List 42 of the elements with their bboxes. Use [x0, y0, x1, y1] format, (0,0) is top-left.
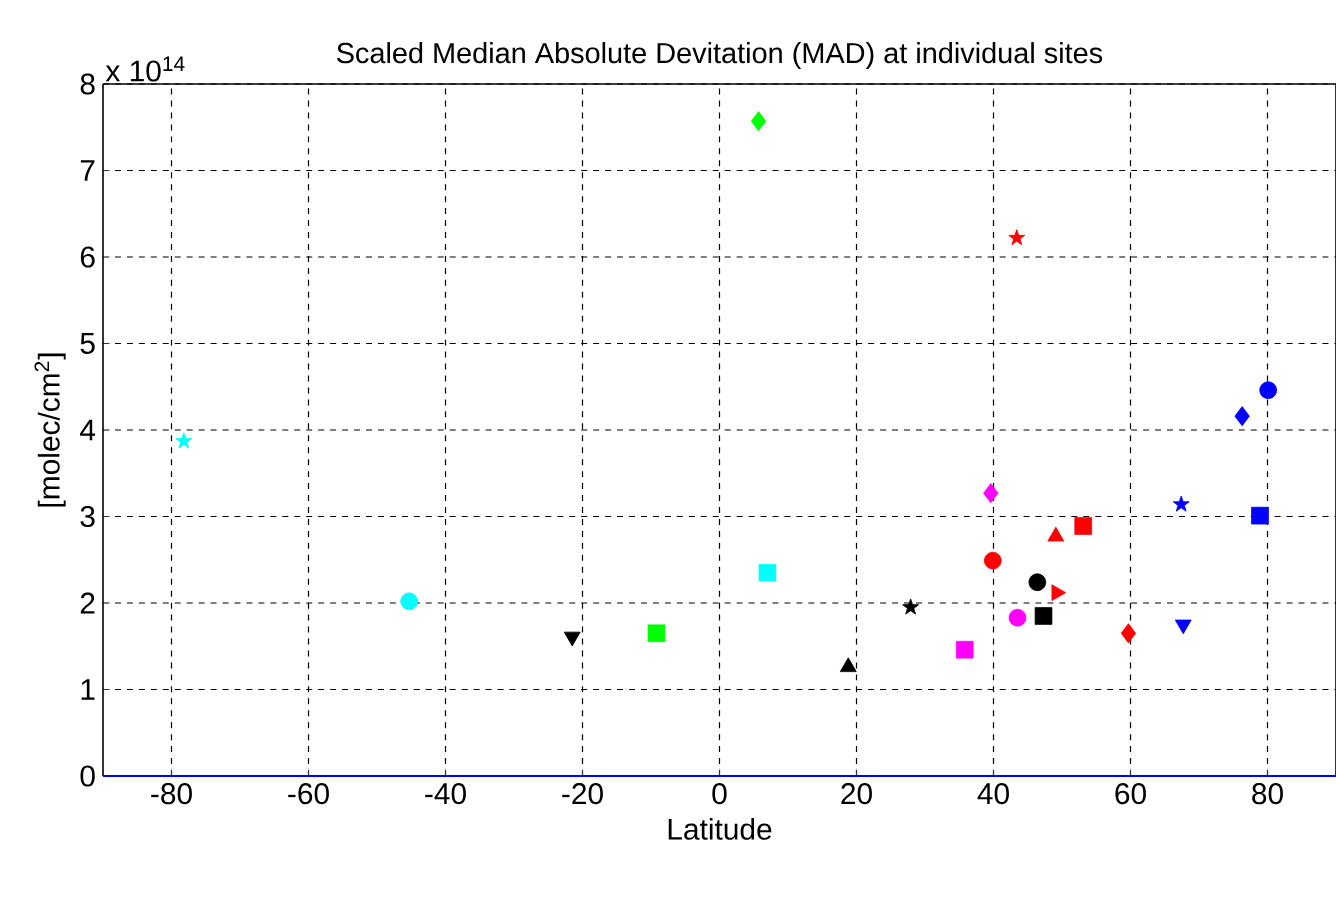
point: [400, 592, 418, 611]
y-tick-label: 5: [80, 333, 95, 354]
point: [1251, 506, 1269, 525]
point: [839, 657, 857, 673]
point: [1028, 573, 1047, 592]
point: [1120, 623, 1137, 644]
x-tick-label: -60: [288, 783, 329, 805]
point: [984, 551, 1002, 570]
point: [902, 598, 919, 615]
x-tick-label: 60: [1115, 783, 1146, 805]
point: [1008, 229, 1026, 246]
x-tick-label: -40: [425, 783, 466, 805]
x-tick-label: 80: [1252, 783, 1283, 805]
point: [1008, 608, 1027, 627]
x-tick-label: 20: [841, 783, 872, 805]
point: [758, 563, 777, 582]
y-tick-label: 4: [80, 419, 96, 441]
y-tick-label: 3: [80, 505, 95, 528]
x-tick-label: -20: [562, 783, 603, 805]
y-axis-title: [molec/cm$^{2}$]: [34, 353, 66, 507]
y-tick-label: 7: [80, 160, 95, 181]
point: [955, 640, 974, 659]
text: x 10$^{14}$: [105, 56, 185, 82]
point: [1234, 406, 1250, 427]
x-tick-label: 40: [977, 783, 1009, 805]
y-tick-label: 1: [81, 679, 95, 700]
point: [175, 432, 193, 449]
point: [1034, 607, 1053, 625]
y-tick-label: 2: [80, 592, 95, 614]
x-tick-label: -80: [151, 783, 192, 805]
y-tick-label: 8: [80, 73, 95, 95]
y-tick-label: 6: [80, 246, 95, 268]
point: [647, 624, 666, 643]
y-tick-label: 0: [80, 765, 95, 787]
point: [750, 111, 767, 132]
point: [1074, 517, 1093, 535]
point: [1172, 495, 1190, 512]
x-tick-label: 0: [712, 783, 727, 805]
point: [983, 483, 999, 504]
chart-title: Scaled Median Absolute Devitation (MAD) at individual sites: [337, 42, 1103, 70]
point: [1259, 381, 1277, 400]
x-axis-title: Latitude: [668, 817, 772, 840]
